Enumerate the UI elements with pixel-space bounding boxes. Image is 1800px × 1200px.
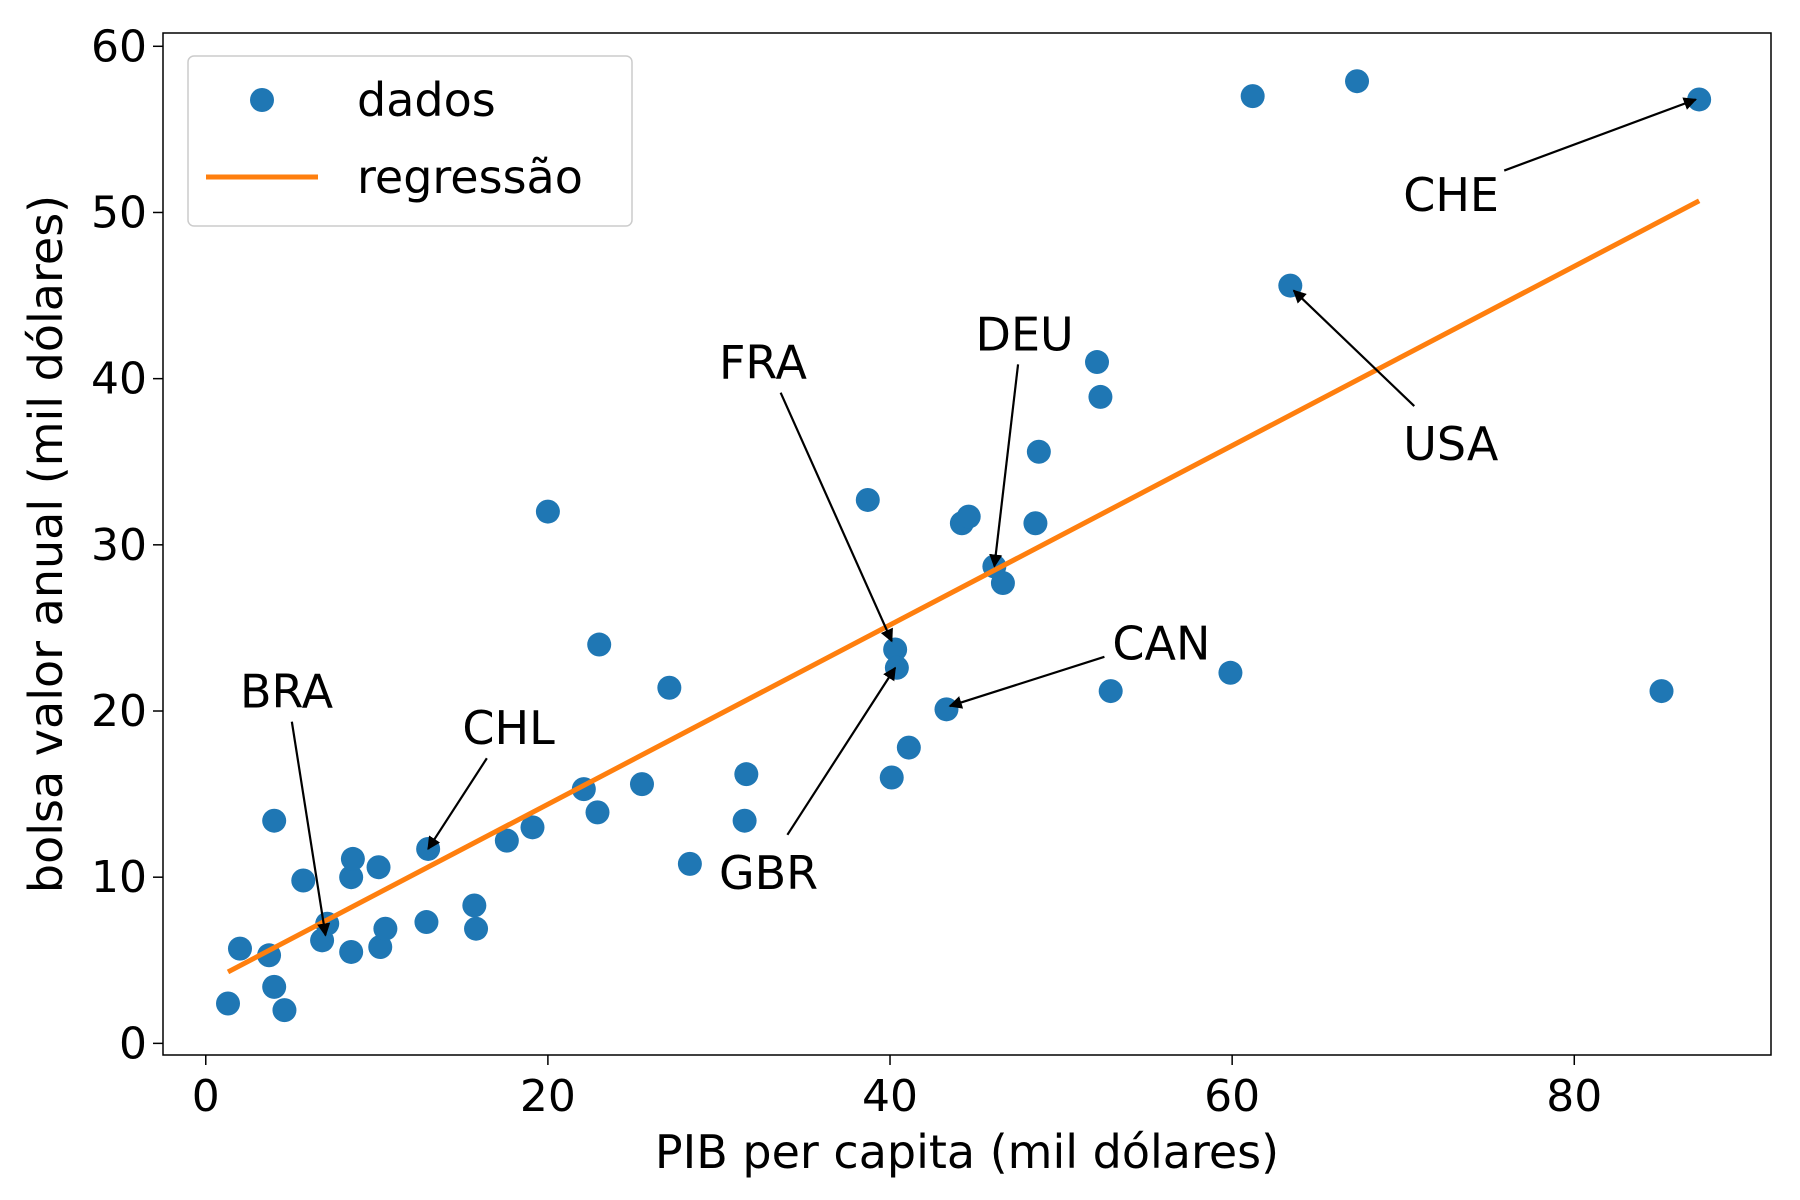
annotation-label-gbr: GBR <box>719 846 818 900</box>
legend-box <box>187 55 633 227</box>
data-point <box>262 974 287 999</box>
data-point <box>462 893 487 918</box>
data-point <box>1687 87 1712 112</box>
y-tick-label: 60 <box>91 21 147 72</box>
data-point <box>414 910 439 935</box>
data-point <box>368 934 393 959</box>
annotation-arrow-fra <box>779 392 893 643</box>
x-tick-label: 60 <box>1204 1071 1260 1122</box>
data-point <box>879 765 904 790</box>
x-tick-label: 80 <box>1546 1071 1602 1122</box>
data-point <box>734 762 759 787</box>
legend: dados regressão <box>187 55 633 227</box>
x-axis: 0 20 40 60 80 <box>192 1055 1602 1122</box>
legend-label-dados: dados <box>357 73 496 127</box>
annotation-label-bra: BRA <box>240 665 334 719</box>
annotation-label-fra: FRA <box>719 336 808 390</box>
annotations: BRA CHL GBR FRA DEU CAN USA CHE <box>240 97 1697 937</box>
data-point <box>855 487 880 512</box>
annotation-label-can: CAN <box>1112 616 1210 670</box>
data-point <box>585 800 610 825</box>
data-point <box>732 808 757 833</box>
y-tick-label: 40 <box>91 354 147 405</box>
annotation-label-chl: CHL <box>462 701 555 755</box>
data-point <box>340 846 365 871</box>
x-axis-label: PIB per capita (mil dólares) <box>655 1125 1279 1179</box>
data-point <box>1649 679 1674 704</box>
data-point <box>339 939 364 964</box>
y-tick-label: 30 <box>91 520 147 571</box>
annotation-label-usa: USA <box>1403 417 1499 471</box>
annotation-arrow-usa <box>1292 289 1416 407</box>
y-tick-label: 50 <box>91 187 147 238</box>
data-point <box>657 675 682 700</box>
annotation-arrow-gbr <box>786 666 897 836</box>
data-point <box>1240 84 1265 109</box>
annotation-arrow-bra <box>290 721 331 937</box>
legend-marker-dados <box>250 88 274 112</box>
annotation-arrow-che <box>1503 97 1697 172</box>
data-point <box>1218 660 1243 685</box>
data-point <box>1098 679 1123 704</box>
data-point <box>272 998 297 1023</box>
data-point <box>216 991 241 1016</box>
annotation-arrow-deu <box>989 364 1020 568</box>
data-point <box>934 697 959 722</box>
annotation-arrow-chl <box>427 757 488 851</box>
data-point <box>339 865 364 890</box>
data-point <box>883 637 908 662</box>
y-tick-label: 10 <box>91 852 147 903</box>
data-point <box>1088 384 1113 409</box>
data-point <box>464 916 489 941</box>
data-point <box>373 916 398 941</box>
data-point <box>262 808 287 833</box>
data-point <box>535 499 560 524</box>
data-point <box>587 632 612 657</box>
y-tick-label: 0 <box>119 1018 147 1069</box>
y-tick-label: 20 <box>91 686 147 737</box>
data-point <box>990 571 1015 596</box>
annotation-label-che: CHE <box>1403 168 1499 222</box>
data-point <box>1026 439 1051 464</box>
y-axis: 0 10 20 30 40 50 60 <box>91 21 163 1069</box>
data-point <box>1085 350 1110 375</box>
data-point <box>1023 511 1048 536</box>
y-axis-label: bolsa valor anual (mil dólares) <box>19 195 73 893</box>
data-point <box>896 735 921 760</box>
regression-line <box>226 198 1701 975</box>
data-point <box>629 772 654 797</box>
data-point <box>291 868 316 893</box>
data-point <box>520 815 545 840</box>
annotation-label-deu: DEU <box>976 307 1074 361</box>
x-tick-label: 0 <box>192 1071 220 1122</box>
data-point <box>677 851 702 876</box>
annotation-arrow-can <box>948 655 1105 709</box>
data-series <box>216 69 1712 1023</box>
x-tick-label: 20 <box>520 1071 576 1122</box>
data-point <box>956 504 981 529</box>
data-point <box>366 855 391 880</box>
legend-label-regressao: regressão <box>357 150 583 204</box>
data-point <box>1345 69 1370 94</box>
x-tick-label: 40 <box>862 1071 918 1122</box>
data-point <box>494 828 519 853</box>
data-point <box>227 936 252 961</box>
